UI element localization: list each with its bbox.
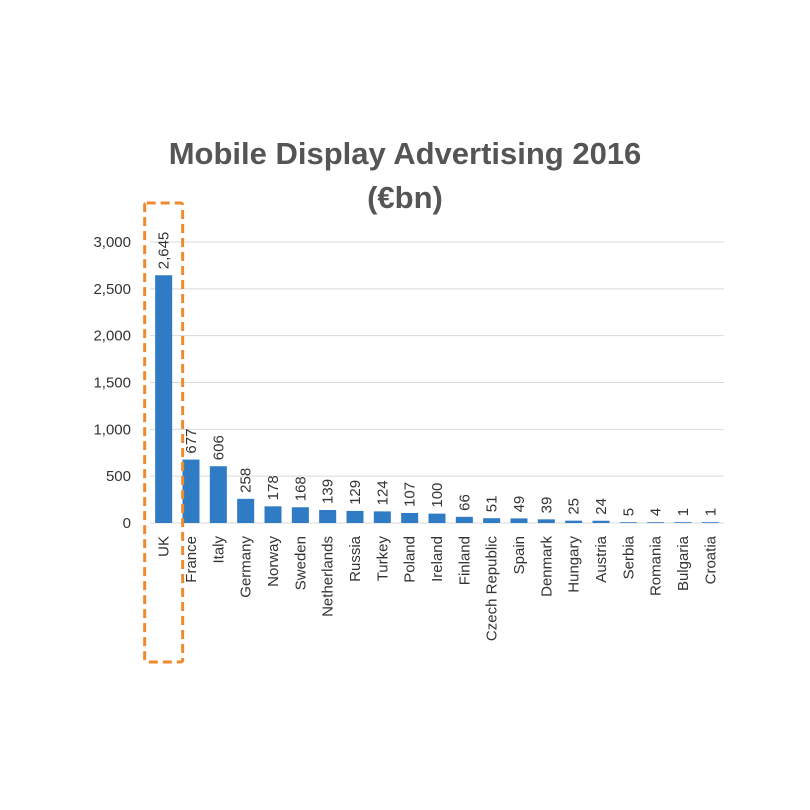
bars [155, 275, 719, 523]
bar-hungary [565, 520, 583, 523]
x-tick-label: Hungary [566, 536, 583, 593]
y-tick-label: 500 [106, 468, 131, 485]
bar-italy [209, 466, 227, 523]
chart-title: Mobile Display Advertising 2016 (€bn) [0, 132, 810, 220]
bar-sweden [291, 507, 309, 523]
x-tick-label: Germany [238, 536, 255, 598]
bar-denmark [537, 519, 555, 523]
x-axis-labels: UK France Italy Germany Norway Sweden Netherla… [156, 535, 720, 641]
bar-austria [592, 520, 610, 523]
bar-uk [155, 275, 173, 523]
bar-netherlands [319, 509, 337, 523]
x-tick-label: Serbia [620, 535, 637, 579]
x-tick-label: Norway [265, 536, 282, 587]
bar-norway [264, 506, 282, 523]
bar-romania [647, 522, 665, 523]
data-label: 1 [702, 508, 719, 516]
data-label: 24 [593, 498, 610, 515]
bar-finland [455, 516, 473, 523]
x-tick-label: Netherlands [320, 536, 337, 617]
data-label: 139 [320, 479, 337, 504]
x-tick-label: Turkey [374, 536, 391, 582]
data-label: 107 [402, 482, 419, 507]
chart-title-line1: Mobile Display Advertising 2016 [168, 136, 642, 171]
x-tick-label: Spain [511, 536, 528, 574]
data-label: 606 [210, 435, 227, 460]
bar-ireland [428, 513, 446, 523]
x-tick-label: Sweden [292, 536, 309, 590]
x-tick-label: Romania [648, 535, 665, 596]
data-label: 1 [675, 508, 692, 516]
highlight-box [143, 201, 185, 664]
data-label: 66 [456, 494, 473, 511]
data-label: 677 [183, 429, 200, 454]
bar-serbia [619, 522, 637, 523]
data-label: 25 [566, 498, 583, 515]
x-tick-label: Austria [593, 535, 610, 582]
data-label: 39 [538, 497, 555, 514]
chart-title-line2: (€bn) [367, 180, 443, 215]
bar-spain [510, 518, 528, 523]
bar-turkey [373, 511, 391, 523]
grid-lines [150, 241, 724, 524]
y-tick-label: 0 [123, 515, 131, 532]
y-tick-label: 2,500 [93, 281, 131, 298]
data-label: 129 [347, 480, 364, 505]
bar-poland [401, 512, 419, 523]
x-tick-label: Italy [210, 536, 227, 564]
data-label: 258 [238, 468, 255, 493]
y-tick-label: 3,000 [93, 234, 131, 251]
x-tick-label: Russia [347, 535, 364, 582]
y-tick-label: 1,000 [93, 421, 131, 438]
highlight-box-uk [143, 201, 185, 664]
data-label: 178 [265, 475, 282, 500]
x-tick-label: France [183, 536, 200, 583]
x-tick-label: Ireland [429, 536, 446, 582]
y-axis-ticks: 0 500 1,000 1,500 2,000 2,500 3,000 [93, 234, 131, 532]
data-label: 4 [648, 508, 665, 516]
x-tick-label: UK [156, 536, 173, 557]
bar-bulgaria [674, 522, 692, 523]
bar-germany [237, 498, 255, 523]
x-tick-label: Finland [456, 536, 473, 585]
x-tick-label: Czech Republic [484, 536, 501, 642]
bar-russia [346, 510, 364, 523]
x-tick-label: Denmark [538, 536, 555, 597]
x-tick-label: Poland [402, 536, 419, 583]
data-label: 100 [429, 483, 446, 508]
data-label: 168 [292, 476, 309, 501]
data-label: 51 [484, 496, 501, 513]
data-label: 49 [511, 496, 528, 513]
data-label: 2,645 [156, 232, 173, 270]
y-tick-label: 1,500 [93, 375, 131, 392]
bar-france [182, 459, 200, 523]
y-tick-label: 2,000 [93, 328, 131, 345]
data-label: 124 [374, 480, 391, 505]
bar-czech-republic [483, 518, 501, 523]
x-tick-label: Bulgaria [675, 535, 692, 591]
bar-croatia [701, 522, 719, 523]
data-label: 5 [620, 508, 637, 516]
x-tick-label: Croatia [702, 535, 719, 584]
